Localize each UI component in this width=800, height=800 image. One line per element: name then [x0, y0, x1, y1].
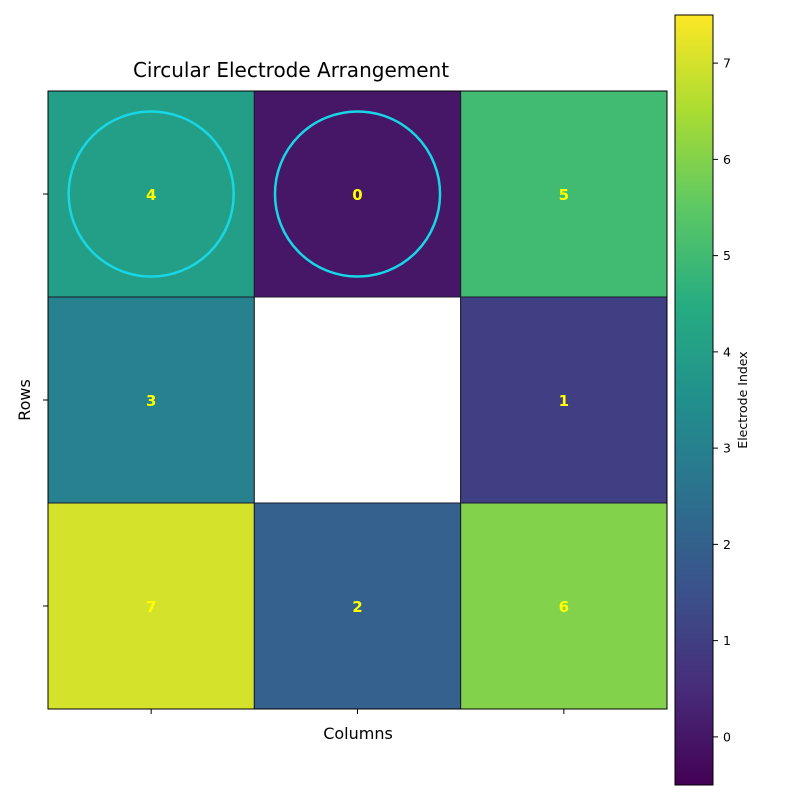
cell-value-label: 6	[559, 598, 569, 616]
colorbar-tick-label: 2	[723, 537, 731, 552]
cell-value-label: 2	[352, 598, 362, 616]
cell-value-label: 4	[146, 186, 156, 204]
colorbar-tick-label: 0	[723, 729, 731, 744]
heatmap-cell	[460, 296, 668, 504]
colorbar	[674, 14, 714, 786]
colorbar-tick-label: 7	[723, 56, 731, 71]
heatmap-cell	[47, 90, 255, 298]
colorbar-label: Electrode Index	[735, 351, 750, 448]
heatmap-cell	[47, 296, 255, 504]
heatmap-cells: 4 0 5 3 1 7 2 6	[47, 90, 668, 710]
heatmap-cell	[253, 90, 462, 298]
colorbar-tick-label: 5	[723, 248, 731, 263]
cell-value-label: 1	[559, 392, 569, 410]
colorbar-ticks: 0 1 2 3 4 5 6 7	[713, 56, 731, 744]
heatmap-cell	[460, 90, 668, 298]
colorbar-tick-label: 3	[723, 441, 731, 456]
heatmap-cell	[460, 502, 668, 710]
heatmap-cell	[47, 502, 255, 710]
colorbar-tick-label: 1	[723, 633, 731, 648]
chart-title: Circular Electrode Arrangement	[133, 58, 449, 82]
cell-value-label: 3	[146, 392, 156, 410]
cell-value-label: 0	[352, 186, 362, 204]
heatmap-cell	[253, 296, 462, 504]
electrode-ring	[273, 110, 442, 278]
cell-value-label: 7	[146, 598, 156, 616]
colorbar-tick-label: 4	[723, 344, 731, 359]
colorbar-tick-label: 6	[723, 152, 731, 167]
cell-value-label: 5	[559, 186, 569, 204]
axis-ticks	[43, 193, 565, 714]
electrode-ring	[67, 110, 235, 278]
y-axis-label: Rows	[15, 379, 34, 421]
x-axis-label: Columns	[323, 724, 393, 743]
heatmap-cell	[253, 502, 462, 710]
